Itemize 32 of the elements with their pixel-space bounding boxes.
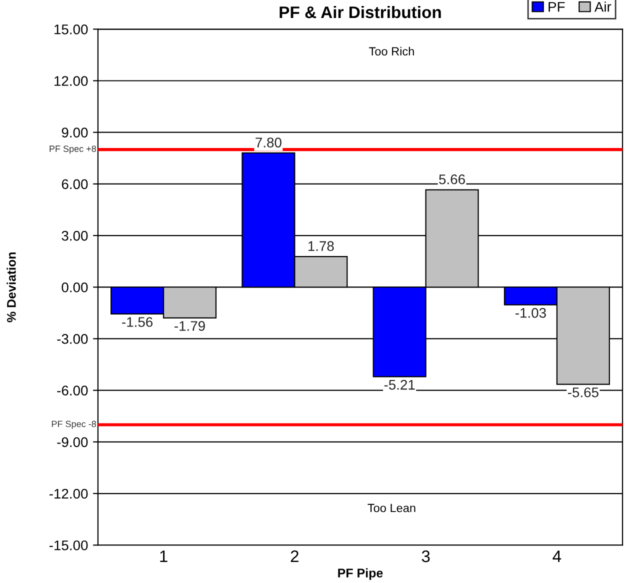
text: 5.66 [439,174,465,184]
text: -1.56 [122,317,153,327]
ref-line-label: PF Spec -8 [52,420,96,429]
x-tick-label: 3 [422,550,430,562]
y-tick-label: 12.00 [54,76,88,86]
y-tick-label: 9.00 [62,128,88,138]
legend-label: PF [548,2,565,12]
chart-title: PF & Air Distribution [280,6,441,18]
text: -1.79 [174,321,205,331]
y-tick-label: -12.00 [49,488,88,499]
text: -1.03 [516,308,546,318]
legend-label: Air [594,2,612,12]
ref-line-label: PF Spec +8 [50,146,96,154]
y-axis-title: % Deviation [6,252,16,322]
y-tick-label: -6.00 [57,386,88,396]
x-tick-label: 2 [290,550,298,562]
text: -5.65 [568,387,598,398]
y-tick-label: 0.00 [62,282,88,292]
annotation: Too Lean [368,504,416,512]
text: 7.80 [256,138,282,148]
y-tick-label: -3.00 [57,334,88,344]
y-tick-label: -15.00 [49,540,88,550]
annotation: Too Rich [369,46,414,56]
x-axis-title: PF Pipe [338,568,383,580]
x-tick-label: 4 [552,550,562,562]
y-tick-label: 3.00 [62,230,88,241]
text: 1.78 [308,241,334,251]
y-tick-label: 6.00 [62,179,88,190]
text: -5.21 [384,380,415,390]
y-tick-label: 15.00 [54,24,88,34]
y-tick-label: -9.00 [57,437,88,448]
x-tick-label: 1 [160,550,168,562]
